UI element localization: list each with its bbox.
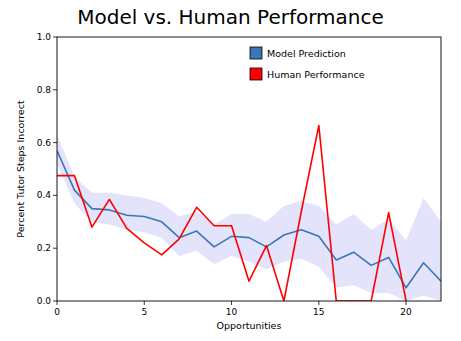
x-axis-label: Opportunities [217, 320, 282, 331]
y-tick-label: 0.0 [37, 296, 52, 306]
x-tick [57, 301, 58, 305]
y-tick-label: 0.4 [37, 190, 52, 200]
plot-marks [57, 125, 441, 301]
y-tick [53, 301, 57, 302]
x-tick [231, 301, 232, 305]
x-tick-label: 10 [226, 307, 238, 317]
x-tick [406, 301, 407, 305]
y-tick [53, 89, 57, 90]
y-tick-label: 1.0 [37, 32, 52, 42]
confidence-band [57, 135, 441, 301]
chart: Model vs. Human Performance 0 5 10 15 20 0.0 0.… [0, 0, 461, 341]
series-line [57, 125, 406, 301]
y-tick [53, 248, 57, 249]
series-line [57, 151, 441, 288]
x-tick [144, 301, 145, 305]
legend-swatch [250, 68, 262, 80]
legend: Model Prediction Human Performance [250, 47, 365, 80]
plot-frame [57, 37, 441, 301]
legend-label: Human Performance [267, 69, 365, 80]
y-tick [53, 37, 57, 38]
legend-label: Model Prediction [267, 48, 346, 59]
title: Model vs. Human Performance [77, 5, 384, 29]
legend-swatch [250, 47, 262, 59]
y-tick [53, 142, 57, 143]
y-tick-label: 0.6 [37, 138, 52, 148]
x-tick [318, 301, 319, 305]
y-axis-label: Percent Tutor Steps Incorrect [15, 100, 26, 238]
x-tick-label: 0 [54, 307, 60, 317]
y-tick-label: 0.2 [37, 243, 51, 253]
y-tick [53, 195, 57, 196]
x-tick-label: 15 [313, 307, 324, 317]
y-tick-label: 0.8 [37, 85, 52, 95]
x-tick-label: 20 [400, 307, 412, 317]
x-tick-label: 5 [141, 307, 147, 317]
